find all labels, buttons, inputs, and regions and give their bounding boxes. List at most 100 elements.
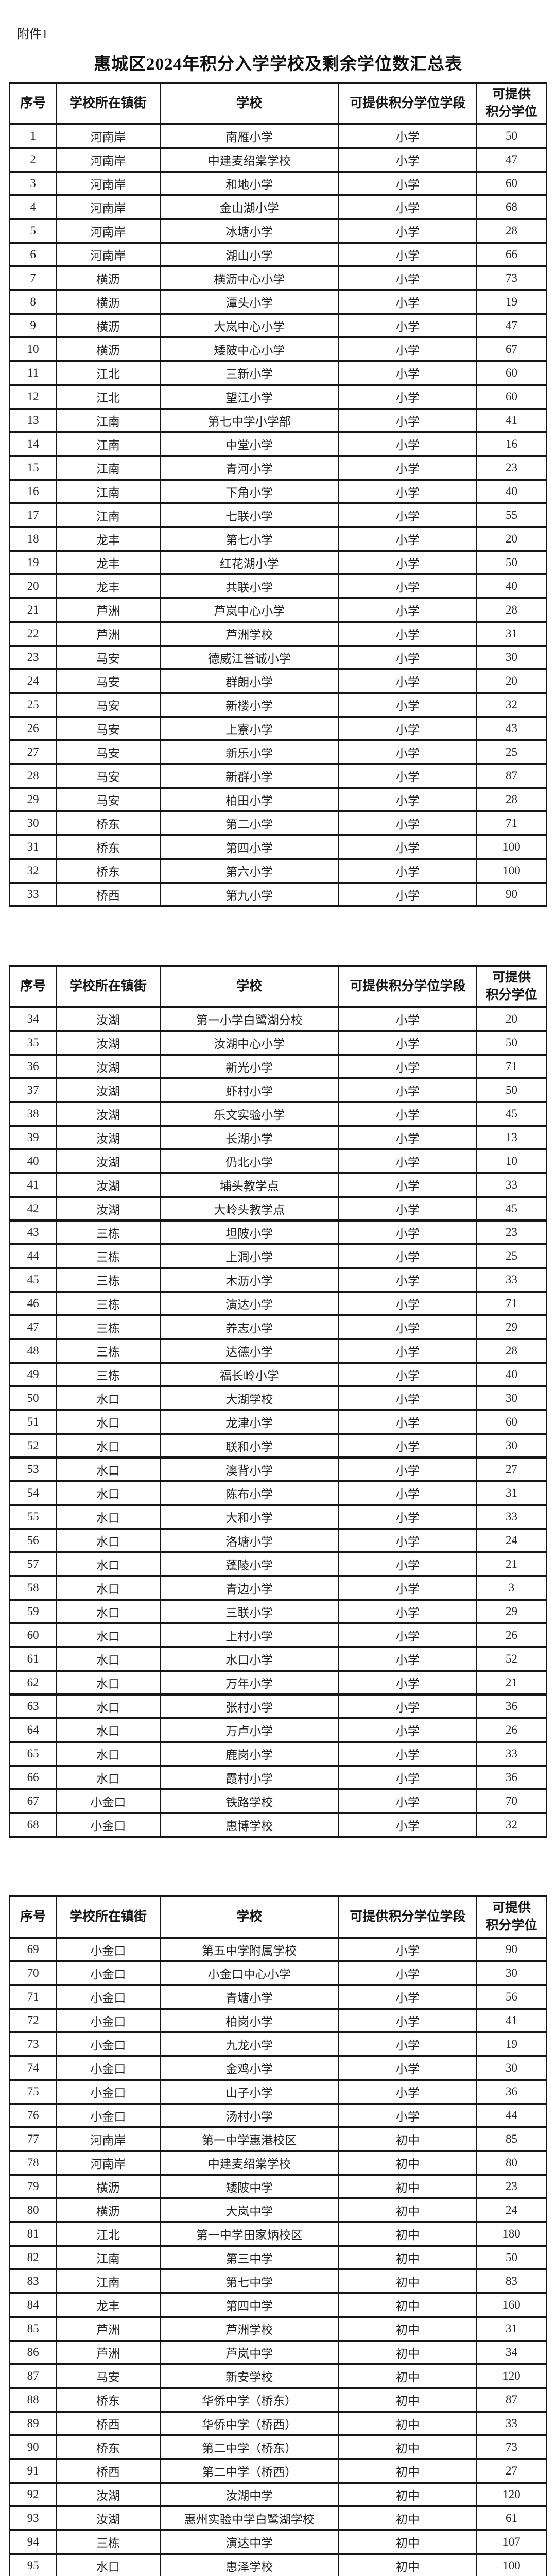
- cell-serial: 66: [9, 1765, 57, 1790]
- cell-serial: 43: [9, 1219, 57, 1245]
- cell-town: 芦洲: [56, 597, 161, 623]
- cell-stage: 小学: [338, 1480, 477, 1506]
- cell-quota: 19: [476, 289, 547, 315]
- table-row: 17 江南 七联小学 小学 55: [9, 502, 547, 528]
- cell-school: 大岚中心小学: [159, 313, 339, 338]
- cell-stage: 小学: [338, 1101, 477, 1127]
- cell-serial: 41: [9, 1172, 57, 1198]
- cell-serial: 81: [9, 2221, 57, 2247]
- cell-quota: 30: [476, 1433, 547, 1459]
- table-header: 序号 学校所在镇街 学校 可提供积分学位学段 可提供 积分学位: [9, 1895, 547, 1939]
- cell-serial: 8: [9, 289, 57, 315]
- cell-quota: 13: [476, 1125, 547, 1150]
- cell-school: 澳背小学: [159, 1456, 339, 1482]
- page-title: 惠城区2024年积分入学学校及剩余学位数汇总表: [94, 55, 462, 74]
- cell-town: 小金口: [56, 1937, 161, 1962]
- cell-stage: 小学: [338, 1646, 477, 1672]
- table-row: 63 水口 张村小学 小学 36: [9, 1693, 547, 1719]
- table-row: 71 小金口 青塘小学 小学 56: [9, 1984, 547, 2010]
- cell-school: 第二中学（桥西）: [159, 2458, 339, 2484]
- cell-town: 水口: [56, 1433, 161, 1459]
- cell-serial: 62: [9, 1670, 57, 1696]
- cell-serial: 6: [9, 242, 57, 267]
- cell-stage: 小学: [338, 1243, 477, 1269]
- cell-serial: 14: [9, 431, 57, 457]
- cell-town: 水口: [56, 1409, 161, 1435]
- cell-town: 江北: [56, 360, 161, 386]
- cell-town: 水口: [56, 1528, 161, 1553]
- cell-serial: 71: [9, 1984, 57, 2010]
- cell-town: 江南: [56, 431, 161, 457]
- cell-quota: 87: [476, 763, 547, 789]
- cell-stage: 小学: [338, 147, 477, 173]
- cell-stage: 小学: [338, 1670, 477, 1696]
- cell-school: 湖山小学: [159, 242, 339, 267]
- cell-town: 三栋: [56, 1243, 161, 1269]
- cell-quota: 25: [476, 1243, 547, 1269]
- cell-school: 芦洲学校: [159, 2316, 339, 2342]
- cell-school: 七联小学: [159, 502, 339, 528]
- cell-school: 青河小学: [159, 455, 339, 481]
- cell-serial: 85: [9, 2316, 57, 2342]
- cell-school: 养志小学: [159, 1314, 339, 1340]
- cell-town: 马安: [56, 763, 161, 789]
- cell-school: 小金口中心小学: [159, 1960, 339, 1986]
- cell-town: 江南: [56, 502, 161, 528]
- cell-town: 三栋: [56, 1267, 161, 1293]
- cell-stage: 小学: [338, 431, 477, 457]
- table-row: 26 马安 上寮小学 小学 43: [9, 716, 547, 741]
- table-row: 25 马安 新楼小学 小学 32: [9, 692, 547, 718]
- table-row: 60 水口 上村小学 小学 26: [9, 1622, 547, 1648]
- cell-serial: 73: [9, 2031, 57, 2057]
- cell-stage: 初中: [338, 2387, 477, 2413]
- cell-school: 和地小学: [159, 171, 339, 196]
- cell-serial: 30: [9, 810, 57, 836]
- cell-serial: 75: [9, 2079, 57, 2105]
- cell-school: 联和小学: [159, 1433, 339, 1459]
- cell-serial: 9: [9, 313, 57, 338]
- table-row: 66 水口 霞村小学 小学 36: [9, 1765, 547, 1790]
- cell-school: 汤村小学: [159, 2103, 339, 2128]
- cell-quota: 23: [476, 1219, 547, 1245]
- cell-stage: 小学: [338, 1622, 477, 1648]
- table-row: 51 水口 龙津小学 小学 60: [9, 1409, 547, 1435]
- cell-quota: 32: [476, 692, 547, 718]
- cell-quota: 55: [476, 502, 547, 528]
- cell-school: 群朗小学: [159, 668, 339, 694]
- table-row: 69 小金口 第五中学附属学校 小学 90: [9, 1937, 547, 1962]
- cell-serial: 1: [9, 123, 57, 149]
- table-row: 23 马安 德威江誉诚小学 小学 30: [9, 645, 547, 670]
- cell-quota: 21: [476, 1670, 547, 1696]
- cell-town: 三栋: [56, 1291, 161, 1316]
- table-row: 2 河南岸 中建麦绍棠学校 小学 47: [9, 147, 547, 173]
- cell-school: 第六小学: [159, 858, 339, 884]
- cell-quota: 29: [476, 1314, 547, 1340]
- cell-quota: 25: [476, 739, 547, 765]
- cell-stage: 小学: [338, 455, 477, 481]
- cell-town: 水口: [56, 1765, 161, 1790]
- cell-quota: 71: [476, 810, 547, 836]
- cell-serial: 51: [9, 1409, 57, 1435]
- cell-serial: 4: [9, 194, 57, 220]
- cell-school: 陈布小学: [159, 1480, 339, 1506]
- cell-stage: 小学: [338, 408, 477, 433]
- cell-town: 水口: [56, 1551, 161, 1577]
- cell-serial: 93: [9, 2505, 57, 2531]
- cell-quota: 33: [476, 2411, 547, 2436]
- cell-stage: 小学: [338, 810, 477, 836]
- cell-quota: 20: [476, 668, 547, 694]
- cell-stage: 小学: [338, 1409, 477, 1435]
- cell-school: 南雁小学: [159, 123, 339, 149]
- cell-school: 新光小学: [159, 1054, 339, 1079]
- cell-quota: 23: [476, 2174, 547, 2199]
- cell-stage: 小学: [338, 479, 477, 504]
- cell-serial: 88: [9, 2387, 57, 2413]
- cell-serial: 49: [9, 1362, 57, 1387]
- cell-stage: 小学: [338, 1741, 477, 1767]
- table-row: 86 芦洲 芦岚中学 初中 34: [9, 2340, 547, 2365]
- cell-school: 下角小学: [159, 479, 339, 504]
- cell-town: 江南: [56, 479, 161, 504]
- cell-serial: 57: [9, 1551, 57, 1577]
- cell-quota: 100: [476, 834, 547, 860]
- cell-stage: 小学: [338, 716, 477, 741]
